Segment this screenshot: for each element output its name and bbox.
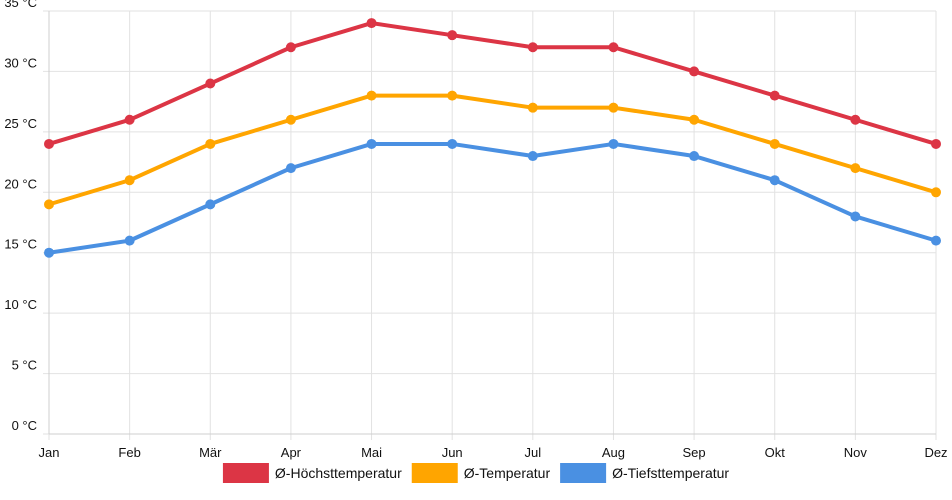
- data-point[interactable]: [931, 187, 941, 198]
- y-tick-label: 5 °C: [12, 358, 37, 373]
- data-point[interactable]: [205, 199, 216, 210]
- x-tick-label: Jan: [39, 445, 60, 460]
- legend-swatch: [411, 463, 458, 483]
- grid: [43, 10, 937, 440]
- data-point[interactable]: [447, 90, 458, 101]
- data-point[interactable]: [769, 90, 780, 101]
- x-axis-ticks: Jan Feb Mär Apr Mai Jun Jul Aug Sep Okt Nov Dez: [39, 445, 948, 460]
- data-point[interactable]: [527, 102, 538, 113]
- data-point[interactable]: [447, 138, 458, 149]
- data-point[interactable]: [608, 138, 619, 149]
- legend-item-o-tiefsttemperatur[interactable]: Ø-Tiefsttemperatur: [560, 463, 729, 483]
- data-point[interactable]: [285, 114, 296, 125]
- data-point[interactable]: [689, 114, 700, 125]
- data-point[interactable]: [124, 175, 135, 186]
- y-tick-label: 0 °C: [12, 418, 37, 433]
- x-tick-label: Aug: [602, 445, 625, 460]
- y-tick-label: 30 °C: [4, 55, 37, 70]
- legend-item-o-temperatur[interactable]: Ø-Temperatur: [411, 463, 551, 483]
- legend: Ø-Höchsttemperatur Ø-Temperatur Ø-Tiefstte…: [222, 463, 729, 483]
- x-tick-label: Jul: [525, 445, 542, 460]
- series-o-hochsttemperatur: [44, 18, 941, 149]
- y-tick-label: 15 °C: [4, 237, 37, 252]
- x-tick-label: Mär: [199, 445, 222, 460]
- legend-label: Ø-Tiefsttemperatur: [612, 465, 729, 481]
- x-tick-label: Mai: [361, 445, 382, 460]
- y-tick-label: 25 °C: [4, 116, 37, 131]
- data-point[interactable]: [44, 138, 54, 149]
- y-tick-label: 10 °C: [4, 297, 37, 312]
- data-point[interactable]: [769, 138, 780, 149]
- x-tick-label: Dez: [924, 445, 947, 460]
- data-point[interactable]: [285, 42, 296, 53]
- legend-label: Ø-Temperatur: [464, 465, 551, 481]
- data-point[interactable]: [527, 42, 538, 53]
- data-point[interactable]: [608, 42, 619, 53]
- x-tick-label: Jun: [442, 445, 463, 460]
- data-point[interactable]: [366, 90, 377, 101]
- series: [44, 18, 941, 258]
- y-axis-ticks: 0 °C 5 °C 10 °C 15 °C 20 °C 25 °C 30 °C 35 °C: [4, 0, 37, 433]
- data-point[interactable]: [689, 151, 700, 162]
- y-tick-label: 20 °C: [4, 176, 37, 191]
- data-point[interactable]: [447, 30, 458, 41]
- data-point[interactable]: [205, 78, 216, 89]
- legend-item-o-hochsttemperatur[interactable]: Ø-Höchsttemperatur: [222, 463, 402, 483]
- data-point[interactable]: [769, 175, 780, 186]
- legend-label: Ø-Höchsttemperatur: [275, 465, 402, 481]
- x-tick-label: Nov: [844, 445, 868, 460]
- x-tick-label: Sep: [683, 445, 706, 460]
- data-point[interactable]: [850, 114, 861, 125]
- legend-swatch: [222, 463, 269, 483]
- x-tick-label: Okt: [765, 445, 786, 460]
- data-point[interactable]: [124, 235, 135, 246]
- series-o-temperatur: [44, 90, 941, 210]
- series-line: [47, 93, 938, 207]
- series-line: [47, 141, 938, 255]
- data-point[interactable]: [44, 199, 54, 210]
- series-line: [47, 21, 938, 146]
- data-point[interactable]: [527, 151, 538, 162]
- data-point[interactable]: [366, 138, 377, 149]
- data-point[interactable]: [931, 138, 941, 149]
- data-point[interactable]: [931, 235, 941, 246]
- x-tick-label: Apr: [281, 445, 302, 460]
- data-point[interactable]: [124, 114, 135, 125]
- data-point[interactable]: [850, 211, 861, 222]
- data-point[interactable]: [850, 163, 861, 174]
- series-o-tiefsttemperatur: [44, 138, 941, 258]
- data-point[interactable]: [44, 247, 54, 258]
- x-tick-label: Feb: [118, 445, 140, 460]
- data-point[interactable]: [689, 66, 700, 77]
- y-tick-label: 35 °C: [4, 0, 37, 10]
- data-point[interactable]: [285, 163, 296, 174]
- data-point[interactable]: [608, 102, 619, 113]
- data-point[interactable]: [366, 18, 377, 29]
- data-point[interactable]: [205, 138, 216, 149]
- legend-swatch: [560, 463, 607, 483]
